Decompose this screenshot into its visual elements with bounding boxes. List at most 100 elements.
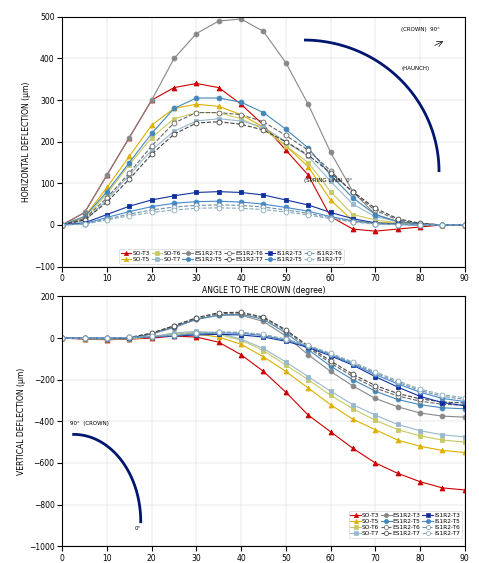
SO-T7 [395, 218, 400, 225]
SO-T5 [439, 447, 445, 454]
ES1R2-T7 [462, 400, 468, 406]
SO-T6 [328, 392, 333, 399]
SO-T6 [395, 426, 400, 433]
SO-T6 [462, 439, 468, 445]
IS1R2-T7 [395, 221, 400, 228]
SO-T3 [328, 213, 333, 220]
ES1R2-T3 [238, 312, 244, 319]
ES1R2-T7 [261, 127, 266, 133]
ES1R2-T6 [126, 169, 132, 176]
SO-T5 [104, 336, 110, 342]
SO-T5 [439, 221, 445, 228]
IS1R2-T7 [194, 205, 199, 212]
ES1R2-T6 [126, 334, 132, 341]
ES1R2-T7 [59, 221, 65, 228]
SO-T3 [328, 428, 333, 435]
ES1R2-T5 [462, 405, 468, 412]
ES1R2-T5 [104, 188, 110, 195]
ES1R2-T6 [82, 335, 88, 342]
SO-T7 [59, 221, 65, 228]
IS1R2-T3 [194, 332, 199, 338]
SO-T7 [238, 118, 244, 124]
IS1R2-T5 [328, 351, 333, 358]
ES1R2-T6 [283, 132, 289, 139]
IS1R2-T5 [104, 214, 110, 221]
IS1R2-T3 [104, 211, 110, 218]
SO-T5 [149, 122, 155, 128]
IS1R2-T6 [283, 336, 289, 343]
IS1R2-T6 [439, 393, 445, 400]
Line: IS1R2-T6: IS1R2-T6 [60, 203, 467, 227]
SO-T7 [439, 221, 445, 228]
ES1R2-T5 [372, 211, 378, 218]
SO-T3 [194, 334, 199, 341]
IS1R2-T7 [350, 359, 356, 365]
ES1R2-T3 [350, 188, 356, 195]
ES1R2-T6 [261, 118, 266, 125]
SO-T6 [82, 215, 88, 222]
ES1R2-T3 [283, 59, 289, 66]
SO-T6 [261, 347, 266, 354]
SO-T5 [238, 341, 244, 348]
SO-T7 [126, 172, 132, 178]
ES1R2-T7 [126, 334, 132, 341]
ES1R2-T7 [126, 176, 132, 182]
ES1R2-T7 [283, 138, 289, 145]
IS1R2-T6 [439, 221, 445, 228]
IS1R2-T3 [104, 335, 110, 342]
IS1R2-T6 [350, 218, 356, 225]
IS1R2-T7 [462, 221, 468, 228]
SO-T6 [149, 134, 155, 141]
ES1R2-T6 [350, 189, 356, 196]
IS1R2-T3 [216, 188, 222, 195]
SO-T6 [283, 362, 289, 369]
IS1R2-T6 [194, 330, 199, 337]
Line: ES1R2-T3: ES1R2-T3 [60, 313, 467, 419]
IS1R2-T3 [372, 373, 378, 380]
ES1R2-T5 [350, 376, 356, 383]
IS1R2-T6 [350, 360, 356, 367]
ES1R2-T6 [439, 401, 445, 408]
IS1R2-T3 [82, 335, 88, 342]
Y-axis label: VERTICAL DEFLECTION (μm): VERTICAL DEFLECTION (μm) [17, 368, 26, 475]
IS1R2-T5 [238, 199, 244, 205]
ES1R2-T7 [439, 399, 445, 405]
ES1R2-T3 [328, 368, 333, 375]
SO-T6 [462, 221, 468, 228]
IS1R2-T6 [328, 215, 333, 221]
IS1R2-T6 [238, 202, 244, 209]
SO-T3 [350, 226, 356, 233]
ES1R2-T7 [417, 220, 423, 227]
IS1R2-T3 [149, 196, 155, 203]
ES1R2-T7 [104, 335, 110, 342]
ES1R2-T5 [261, 109, 266, 116]
IS1R2-T5 [216, 198, 222, 204]
SO-T3 [417, 224, 423, 230]
Line: IS1R2-T5: IS1R2-T5 [60, 199, 467, 227]
SO-T3 [372, 228, 378, 235]
ES1R2-T7 [104, 199, 110, 205]
ES1R2-T6 [149, 330, 155, 337]
Line: ES1R2-T7: ES1R2-T7 [60, 119, 467, 227]
SO-T3 [238, 101, 244, 108]
SO-T7 [194, 118, 199, 124]
ES1R2-T3 [238, 16, 244, 23]
SO-T7 [149, 333, 155, 340]
SO-T6 [261, 126, 266, 133]
IS1R2-T6 [305, 210, 311, 217]
SO-T6 [82, 335, 88, 342]
IS1R2-T5 [395, 381, 400, 387]
IS1R2-T7 [305, 342, 311, 348]
ES1R2-T3 [126, 336, 132, 342]
IS1R2-T7 [328, 350, 333, 356]
SO-T5 [283, 368, 289, 375]
ES1R2-T6 [104, 194, 110, 201]
IS1R2-T7 [171, 332, 177, 338]
ES1R2-T7 [328, 358, 333, 364]
ES1R2-T7 [82, 335, 88, 342]
IS1R2-T7 [59, 221, 65, 228]
IS1R2-T6 [216, 202, 222, 208]
SO-T7 [216, 329, 222, 336]
ES1R2-T3 [305, 101, 311, 108]
IS1R2-T5 [372, 371, 378, 378]
